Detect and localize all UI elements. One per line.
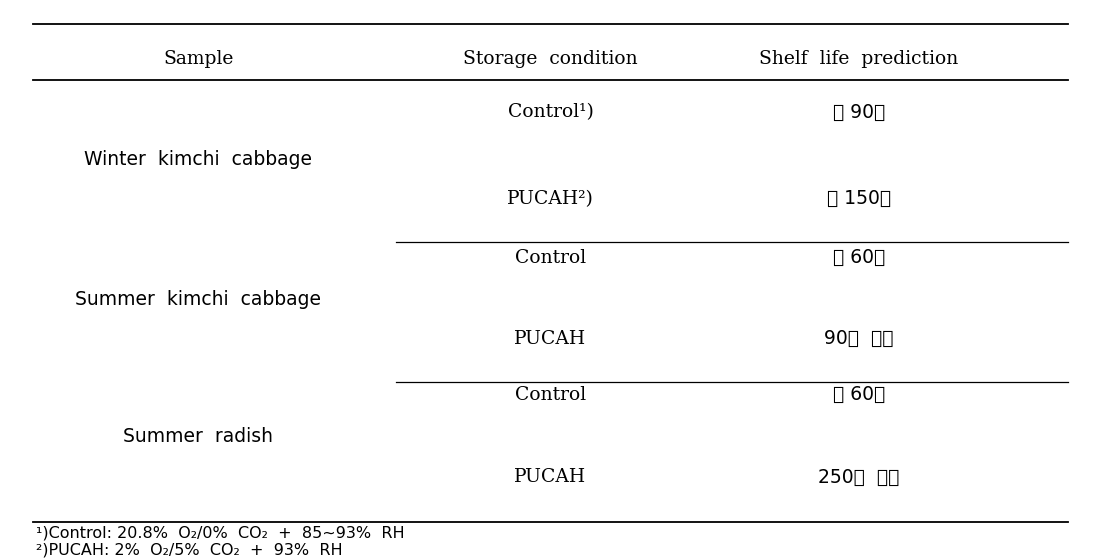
Text: Shelf  life  prediction: Shelf life prediction [760, 50, 958, 68]
Text: Control: Control [515, 386, 586, 404]
Text: PUCAH: PUCAH [514, 330, 587, 348]
Text: ¹)Control: 20.8%  O₂/0%  CO₂  +  85~93%  RH: ¹)Control: 20.8% O₂/0% CO₂ + 85~93% RH [36, 526, 405, 540]
Text: 250일  이상: 250일 이상 [818, 468, 900, 487]
Text: Summer  kimchi  cabbage: Summer kimchi cabbage [75, 290, 321, 309]
Text: Summer  radish: Summer radish [123, 427, 273, 446]
Text: 90일  이상: 90일 이상 [824, 329, 894, 348]
Text: Control: Control [515, 249, 586, 267]
Text: 약 60일: 약 60일 [832, 385, 885, 404]
Text: PUCAH²): PUCAH²) [508, 190, 593, 208]
Text: 약 90일: 약 90일 [832, 102, 885, 122]
Text: 약 60일: 약 60일 [832, 248, 885, 267]
Text: Control¹): Control¹) [508, 103, 593, 121]
Text: Winter  kimchi  cabbage: Winter kimchi cabbage [84, 150, 313, 169]
Text: PUCAH: PUCAH [514, 468, 587, 486]
Text: Storage  condition: Storage condition [464, 50, 637, 68]
Text: 약 150일: 약 150일 [827, 189, 891, 208]
Text: ²)PUCAH: 2%  O₂/5%  CO₂  +  93%  RH: ²)PUCAH: 2% O₂/5% CO₂ + 93% RH [36, 543, 342, 557]
Text: Sample: Sample [163, 50, 233, 68]
